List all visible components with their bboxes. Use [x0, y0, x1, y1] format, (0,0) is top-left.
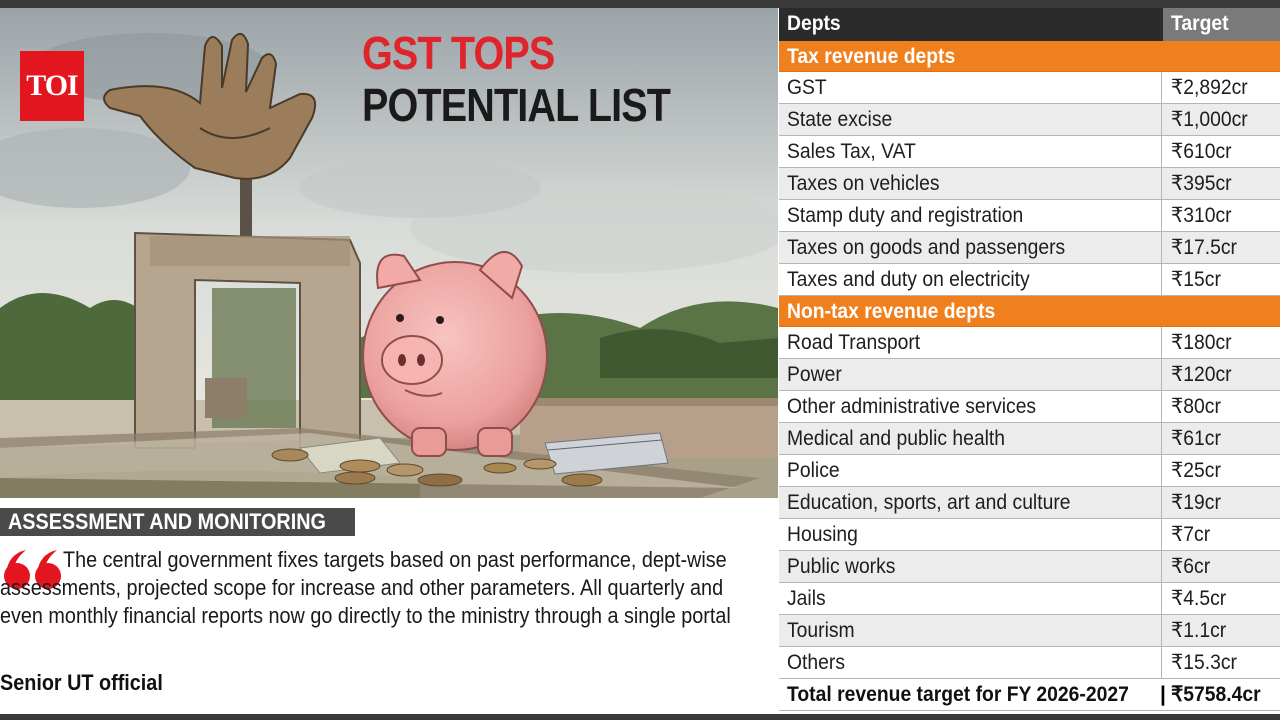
- target-cell: ₹1,000cr: [1171, 108, 1248, 131]
- target-cell: ₹19cr: [1171, 491, 1221, 514]
- target-cell: ₹6cr: [1171, 555, 1211, 578]
- dept-cell: Taxes on goods and passengers: [779, 232, 1162, 263]
- target-cell: ₹80cr: [1171, 395, 1221, 418]
- target-cell: ₹395cr: [1171, 172, 1232, 195]
- target-cell: ₹25cr: [1171, 459, 1221, 482]
- revenue-table: Depts Target Tax revenue depts GST ₹2,892…: [779, 8, 1280, 711]
- dept-cell: Jails: [779, 583, 1162, 614]
- table-row: Tourism ₹1.1cr: [779, 615, 1280, 647]
- table-row: Sales Tax, VAT ₹610cr: [779, 136, 1280, 168]
- dept-cell: Power: [779, 359, 1162, 390]
- dept-cell: Taxes and duty on electricity: [779, 264, 1162, 295]
- target-cell: ₹61cr: [1171, 427, 1221, 450]
- table-row: Jails ₹4.5cr: [779, 583, 1280, 615]
- dept-cell: Public works: [779, 551, 1162, 582]
- dept-cell: Medical and public health: [779, 423, 1162, 454]
- quote-attribution: Senior UT official: [0, 670, 163, 695]
- target-cell: ₹15.3cr: [1171, 651, 1237, 674]
- table-row: Medical and public health ₹61cr: [779, 423, 1280, 455]
- dept-cell: GST: [779, 72, 1162, 103]
- table-row: Stamp duty and registration ₹310cr: [779, 200, 1280, 232]
- dept-cell: Tourism: [779, 615, 1162, 646]
- dept-cell: Others: [779, 647, 1162, 678]
- table-header-row: Depts Target: [779, 8, 1280, 41]
- table-row: Education, sports, art and culture ₹19cr: [779, 487, 1280, 519]
- target-cell: ₹17.5cr: [1171, 236, 1237, 259]
- table-row: Other administrative services ₹80cr: [779, 391, 1280, 423]
- table-row: Housing ₹7cr: [779, 519, 1280, 551]
- target-cell: ₹180cr: [1171, 331, 1232, 354]
- table-row: Road Transport ₹180cr: [779, 327, 1280, 359]
- bottom-border: [0, 714, 1280, 720]
- table-row: Others ₹15.3cr: [779, 647, 1280, 679]
- dept-cell: Sales Tax, VAT: [779, 136, 1162, 167]
- target-cell: ₹310cr: [1171, 204, 1232, 227]
- dept-cell: Housing: [779, 519, 1162, 550]
- quote-marks-icon: [2, 548, 64, 597]
- target-cell: ₹4.5cr: [1171, 587, 1227, 610]
- dept-cell: Education, sports, art and culture: [779, 487, 1162, 518]
- total-row: Total revenue target for FY 2026-2027 | …: [779, 679, 1280, 711]
- total-label: Total revenue target for FY 2026-2027: [787, 683, 1129, 706]
- section-label: Non-tax revenue depts: [787, 300, 996, 323]
- section-label: Tax revenue depts: [787, 45, 956, 68]
- target-cell: ₹1.1cr: [1171, 619, 1227, 642]
- tax-section-header: Tax revenue depts: [779, 41, 1280, 72]
- quote-text: The central government fixes targets bas…: [0, 547, 731, 628]
- table-row: Police ₹25cr: [779, 455, 1280, 487]
- table-row: GST ₹2,892cr: [779, 72, 1280, 104]
- headline-line-2: POTENTIAL LIST: [362, 79, 671, 131]
- table-row: Taxes and duty on electricity ₹15cr: [779, 264, 1280, 296]
- table-row: Public works ₹6cr: [779, 551, 1280, 583]
- target-cell: ₹7cr: [1171, 523, 1211, 546]
- top-border: [0, 0, 1280, 8]
- dept-cell: Police: [779, 455, 1162, 486]
- piggy-bank-icon: [362, 250, 548, 457]
- header-target: Target: [1163, 8, 1280, 41]
- dept-cell: Stamp duty and registration: [779, 200, 1162, 231]
- section-heading: ASSESSMENT AND MONITORING: [0, 508, 355, 536]
- total-separator: |: [1160, 683, 1166, 706]
- illustration: [0, 8, 778, 498]
- target-cell: ₹120cr: [1171, 363, 1232, 386]
- table-row: State excise ₹1,000cr: [779, 104, 1280, 136]
- dept-cell: Road Transport: [779, 327, 1162, 358]
- table-row: Taxes on goods and passengers ₹17.5cr: [779, 232, 1280, 264]
- toi-logo[interactable]: TOI: [20, 51, 84, 121]
- dept-cell: State excise: [779, 104, 1162, 135]
- dept-cell: Taxes on vehicles: [779, 168, 1162, 199]
- target-cell: ₹2,892cr: [1171, 76, 1248, 99]
- target-cell: ₹15cr: [1171, 268, 1221, 291]
- table-row: Power ₹120cr: [779, 359, 1280, 391]
- total-value: ₹5758.4cr: [1171, 683, 1261, 706]
- headline-line-1: GST TOPS: [362, 27, 555, 79]
- table-row: Taxes on vehicles ₹395cr: [779, 168, 1280, 200]
- dept-cell: Other administrative services: [779, 391, 1162, 422]
- nontax-section-header: Non-tax revenue depts: [779, 296, 1280, 327]
- target-cell: ₹610cr: [1171, 140, 1232, 163]
- header-depts: Depts: [779, 8, 1162, 41]
